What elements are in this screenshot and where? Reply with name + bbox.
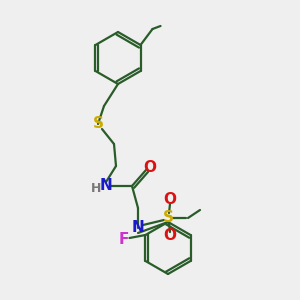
Text: O: O [164, 229, 176, 244]
Text: O: O [164, 193, 176, 208]
Text: N: N [132, 220, 144, 236]
Text: O: O [143, 160, 157, 175]
Text: F: F [118, 232, 129, 247]
Text: S: S [92, 116, 104, 131]
Text: S: S [163, 211, 173, 226]
Text: H: H [91, 182, 101, 194]
Text: N: N [100, 178, 112, 194]
